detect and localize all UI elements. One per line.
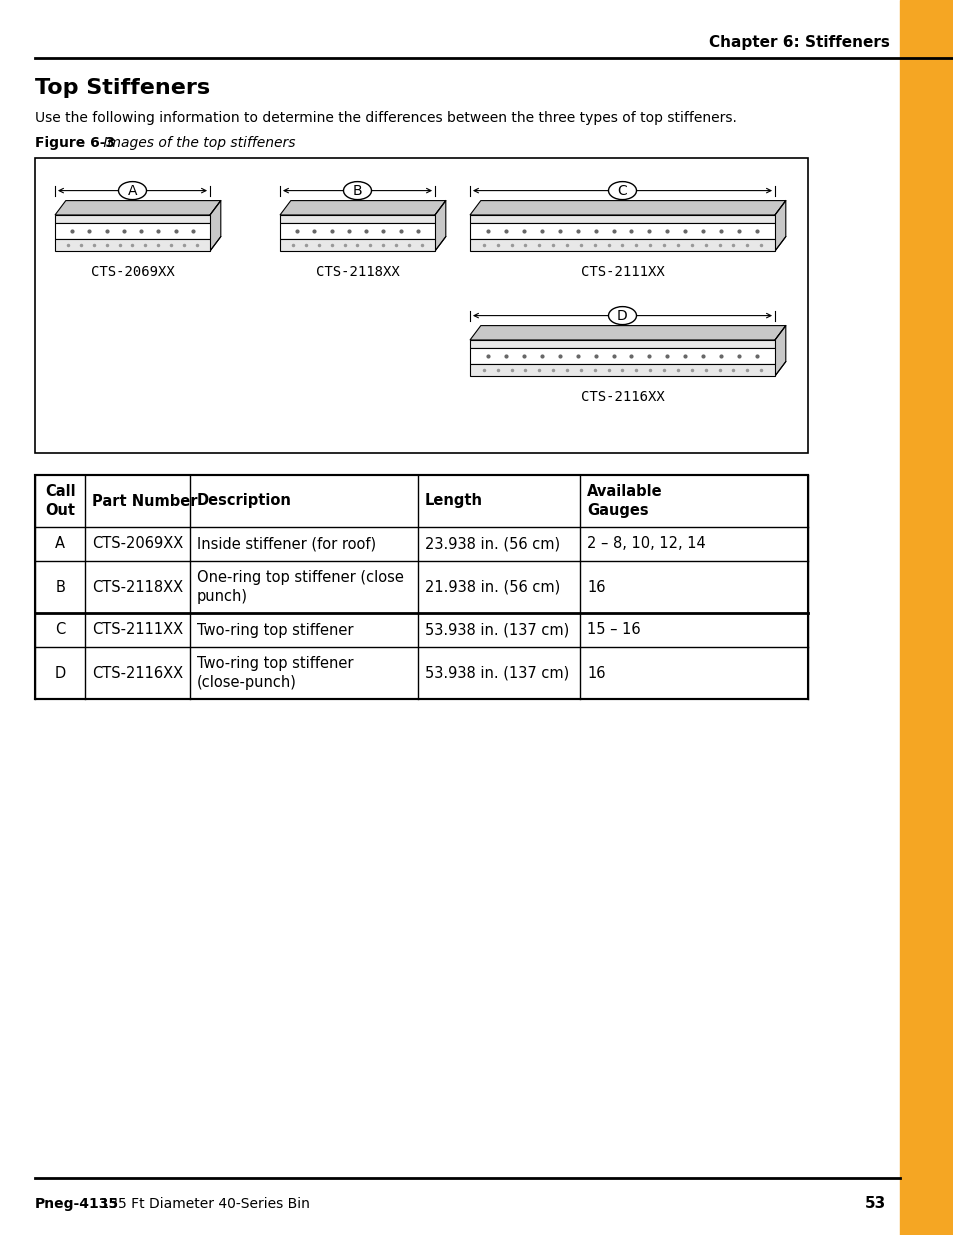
Polygon shape xyxy=(470,200,785,215)
Text: CTS-2111XX: CTS-2111XX xyxy=(580,266,663,279)
Bar xyxy=(470,340,774,348)
Text: CTS-2116XX: CTS-2116XX xyxy=(580,390,663,404)
Bar xyxy=(35,475,807,699)
Bar xyxy=(55,240,210,251)
Bar xyxy=(55,224,210,240)
Text: Available
Gauges: Available Gauges xyxy=(586,484,662,517)
Text: B: B xyxy=(353,184,362,198)
Text: Figure 6-3: Figure 6-3 xyxy=(35,136,115,149)
Polygon shape xyxy=(210,200,220,251)
Text: Inside stiffener (for roof): Inside stiffener (for roof) xyxy=(196,536,375,552)
Text: Description: Description xyxy=(196,494,292,509)
Text: Chapter 6: Stiffeners: Chapter 6: Stiffeners xyxy=(708,35,889,49)
Text: Pneg-4135: Pneg-4135 xyxy=(35,1197,119,1212)
Text: 53: 53 xyxy=(863,1197,884,1212)
Text: 135 Ft Diameter 40-Series Bin: 135 Ft Diameter 40-Series Bin xyxy=(96,1197,310,1212)
Text: One-ring top stiffener (close
punch): One-ring top stiffener (close punch) xyxy=(196,571,403,604)
Text: 53.938 in. (137 cm): 53.938 in. (137 cm) xyxy=(424,666,568,680)
Bar xyxy=(470,224,774,240)
Bar xyxy=(470,240,774,251)
Polygon shape xyxy=(55,200,220,215)
Text: CTS-2118XX: CTS-2118XX xyxy=(92,579,183,594)
Text: Use the following information to determine the differences between the three typ: Use the following information to determi… xyxy=(35,111,736,125)
Text: CTS-2111XX: CTS-2111XX xyxy=(92,622,183,637)
Text: Two-ring top stiffener
(close-punch): Two-ring top stiffener (close-punch) xyxy=(196,656,353,690)
Bar xyxy=(470,364,774,375)
Text: CTS-2069XX: CTS-2069XX xyxy=(92,536,183,552)
Text: Part Number: Part Number xyxy=(92,494,197,509)
Polygon shape xyxy=(470,326,785,340)
Text: 23.938 in. (56 cm): 23.938 in. (56 cm) xyxy=(424,536,559,552)
Text: Two-ring top stiffener: Two-ring top stiffener xyxy=(196,622,353,637)
Bar xyxy=(280,240,435,251)
Ellipse shape xyxy=(343,182,371,200)
Text: Images of the top stiffeners: Images of the top stiffeners xyxy=(99,136,295,149)
Text: D: D xyxy=(54,666,66,680)
Bar xyxy=(35,158,807,453)
Text: A: A xyxy=(128,184,137,198)
Text: CTS-2116XX: CTS-2116XX xyxy=(92,666,183,680)
Text: 15 – 16: 15 – 16 xyxy=(586,622,639,637)
Text: A: A xyxy=(55,536,65,552)
Bar xyxy=(470,215,774,224)
Bar xyxy=(55,215,210,224)
Text: D: D xyxy=(617,309,627,322)
Polygon shape xyxy=(280,200,445,215)
Text: C: C xyxy=(55,622,65,637)
Text: Length: Length xyxy=(424,494,482,509)
Bar xyxy=(280,224,435,240)
Bar xyxy=(899,0,953,1235)
Text: 2 – 8, 10, 12, 14: 2 – 8, 10, 12, 14 xyxy=(586,536,705,552)
Ellipse shape xyxy=(608,182,636,200)
Ellipse shape xyxy=(608,306,636,325)
Text: B: B xyxy=(55,579,65,594)
Polygon shape xyxy=(435,200,445,251)
Polygon shape xyxy=(774,200,785,251)
Bar xyxy=(280,215,435,224)
Text: 21.938 in. (56 cm): 21.938 in. (56 cm) xyxy=(424,579,559,594)
Text: Call
Out: Call Out xyxy=(45,484,75,517)
Ellipse shape xyxy=(118,182,147,200)
Text: 16: 16 xyxy=(586,579,605,594)
Text: C: C xyxy=(617,184,627,198)
Text: 16: 16 xyxy=(586,666,605,680)
Text: CTS-2118XX: CTS-2118XX xyxy=(315,266,399,279)
Text: 53.938 in. (137 cm): 53.938 in. (137 cm) xyxy=(424,622,568,637)
Text: Top Stiffeners: Top Stiffeners xyxy=(35,78,210,98)
Bar xyxy=(470,348,774,364)
Polygon shape xyxy=(774,326,785,375)
Text: CTS-2069XX: CTS-2069XX xyxy=(91,266,174,279)
